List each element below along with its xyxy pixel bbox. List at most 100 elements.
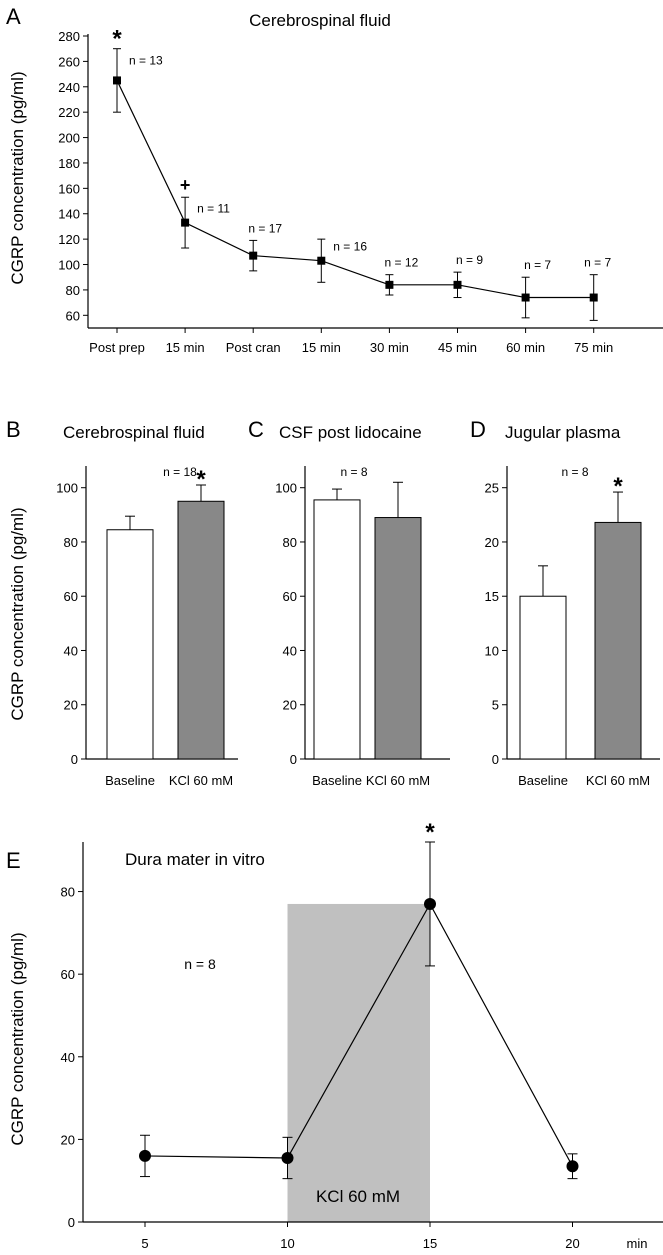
- panel-e-y-tick-label: 80: [61, 885, 75, 900]
- panel-a-n-label: n = 7: [524, 258, 551, 272]
- panel-c: C CSF post lidocaine n = 8 020406080100 …: [248, 417, 450, 788]
- panel-a-y-tick-label: 140: [58, 207, 80, 222]
- panel-a-x-tick-label: 15 min: [166, 340, 205, 355]
- panel-c-n-label: n = 8: [340, 465, 367, 479]
- panel-a-data-point: [317, 256, 326, 265]
- panel-d-y-tick-label: 10: [485, 643, 499, 658]
- panel-e-x-unit: min: [627, 1236, 648, 1251]
- panel-a-data-point: [249, 251, 258, 260]
- panel-a-y-axis-label: CGRP concentration (pg/ml): [8, 71, 27, 284]
- panel-a-x-tick-label: 60 min: [506, 340, 545, 355]
- panel-c-bar: [374, 517, 422, 760]
- panel-a-ticks: 60 80 100 120 140 160 180 200 220 240 260 280 Post p…: [58, 29, 613, 355]
- panel-a-y-tick-label: 160: [58, 181, 80, 196]
- panel-c-ticks: 0 20 40 60 80 100: [275, 481, 305, 767]
- panel-e-title: Dura mater in vitro: [125, 850, 265, 869]
- panel-e-n-label: n = 8: [184, 956, 216, 972]
- panel-a: A Cerebrospinal fluid CGRP concentration…: [6, 4, 663, 355]
- panel-a-y-tick-label: 100: [58, 258, 80, 273]
- panel-a-data: n = 13 * n = 11 + n = 17 n = 16 n = 12 n = 9 n =…: [112, 26, 612, 321]
- panel-d-x-tick-label: Baseline: [518, 773, 568, 788]
- panel-c-data: Baseline KCl 60 mM: [312, 481, 430, 788]
- panel-d-title: Jugular plasma: [505, 423, 621, 442]
- panel-e-ticks: 0 20 40 60 80 5 10 15 20: [61, 885, 580, 1251]
- panel-a-n-label: n = 11: [197, 202, 230, 216]
- panel-a-significance-mark: *: [112, 26, 122, 53]
- panel-e-kcl-shading: [287, 903, 430, 1222]
- panel-b-y-tick-label: 0: [71, 752, 78, 767]
- panel-b-ticks: 0 20 40 60 80 100: [56, 481, 86, 767]
- panel-b-letter: B: [6, 417, 21, 442]
- panel-b-y-tick-label: 100: [56, 481, 78, 496]
- panel-e-kcl-period: [287, 903, 430, 1222]
- panel-d-bar: [519, 595, 567, 760]
- panel-e-data: *: [139, 819, 579, 1180]
- panel-a-x-tick-label: 30 min: [370, 340, 409, 355]
- panel-e-data-point: [281, 1151, 294, 1164]
- panel-b-y-tick-label: 80: [64, 535, 78, 550]
- panel-a-series-line: [116, 80, 594, 299]
- panel-a-title: Cerebrospinal fluid: [249, 11, 391, 30]
- panel-d-y-tick-label: 20: [485, 535, 499, 550]
- panel-d-y-tick-label: 15: [485, 589, 499, 604]
- panel-b-y-axis-label: CGRP concentration (pg/ml): [8, 507, 27, 720]
- panel-c-bar: [313, 499, 361, 760]
- panel-d-x-tick-label: KCl 60 mM: [586, 773, 650, 788]
- panel-c-y-tick-label: 0: [290, 752, 297, 767]
- panel-e: E Dura mater in vitro CGRP concentration…: [6, 819, 663, 1251]
- panel-c-y-tick-label: 20: [283, 698, 297, 713]
- panel-b-significance-mark: *: [196, 466, 206, 493]
- panel-c-letter: C: [248, 417, 264, 442]
- panel-b-x-tick-label: KCl 60 mM: [169, 773, 233, 788]
- panel-e-significance-mark: *: [425, 819, 435, 846]
- panel-e-series-line: [144, 902, 574, 1167]
- panel-a-n-label: n = 17: [248, 221, 282, 235]
- panel-a-n-label: n = 13: [129, 53, 163, 67]
- panel-d-y-tick-label: 5: [492, 698, 499, 713]
- panel-a-y-tick-label: 280: [58, 29, 80, 44]
- panel-b-data: Baseline KCl 60 mM *: [105, 466, 233, 788]
- panel-a-n-label: n = 9: [456, 253, 483, 267]
- panel-e-x-tick-label: 15: [423, 1236, 437, 1251]
- panel-e-y-tick-label: 0: [68, 1215, 75, 1230]
- panel-a-n-label: n = 16: [333, 240, 367, 254]
- panel-c-x-tick-label: Baseline: [312, 773, 362, 788]
- panel-a-y-tick-label: 180: [58, 156, 80, 171]
- panel-c-x-tick-label: KCl 60 mM: [366, 773, 430, 788]
- panel-d-y-tick-label: 0: [492, 752, 499, 767]
- panel-a-data-point: [181, 218, 190, 227]
- panel-a-data-point: [113, 76, 121, 85]
- panel-a-data-point: [589, 293, 598, 302]
- panel-a-n-label: n = 7: [584, 256, 611, 270]
- panel-a-data-point: [453, 280, 462, 289]
- panel-d: D Jugular plasma n = 8 0 5 10 15 20 25 Baseli…: [470, 417, 660, 788]
- panel-a-y-tick-label: 220: [58, 105, 80, 120]
- panel-d-letter: D: [470, 417, 486, 442]
- panel-c-y-tick-label: 80: [283, 535, 297, 550]
- panel-a-data-point: [385, 280, 394, 289]
- panel-e-data-point: [424, 897, 436, 910]
- panel-a-y-tick-label: 80: [66, 283, 80, 298]
- panel-e-x-tick-label: 20: [565, 1236, 579, 1251]
- panel-a-x-tick-label: 75 min: [574, 340, 613, 355]
- panel-b: B Cerebrospinal fluid CGRP concentration…: [6, 417, 238, 788]
- panel-d-significance-mark: *: [613, 473, 623, 500]
- panel-a-y-tick-label: 60: [66, 308, 80, 323]
- panel-e-kcl-label: KCl 60 mM: [316, 1187, 400, 1206]
- panel-c-y-tick-label: 40: [283, 643, 297, 658]
- panel-d-ticks: 0 5 10 15 20 25: [485, 481, 507, 767]
- panel-a-y-tick-label: 200: [58, 131, 80, 146]
- panel-a-x-tick-label: 15 min: [302, 340, 341, 355]
- panel-d-data: Baseline KCl 60 mM *: [518, 473, 650, 788]
- panel-b-title: Cerebrospinal fluid: [63, 423, 205, 442]
- panel-a-y-tick-label: 120: [58, 232, 80, 247]
- panel-e-y-axis-label: CGRP concentration (pg/ml): [8, 932, 27, 1145]
- panel-b-y-tick-label: 20: [64, 698, 78, 713]
- panel-a-y-tick-label: 260: [58, 54, 80, 69]
- panel-e-data-point: [139, 1149, 151, 1162]
- panel-a-n-label: n = 12: [385, 256, 419, 270]
- panel-b-bar: [177, 500, 225, 760]
- panel-c-y-tick-label: 60: [283, 589, 297, 604]
- panel-d-bar: [594, 521, 642, 760]
